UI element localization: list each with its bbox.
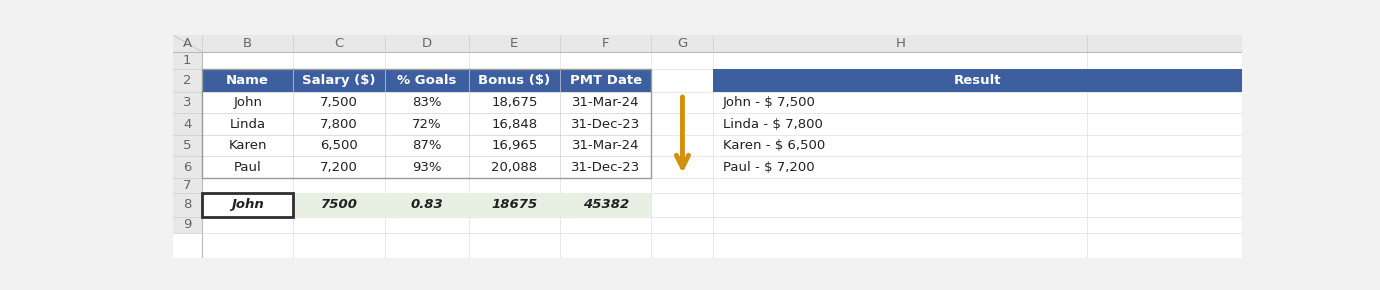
Text: Salary ($): Salary ($) [302,74,375,87]
Text: Linda - $ 7,800: Linda - $ 7,800 [723,118,822,130]
Text: G: G [678,37,687,50]
Text: H: H [896,37,905,50]
Bar [713,69,1242,92]
Text: 7,500: 7,500 [320,96,357,109]
Text: B: B [243,37,253,50]
Text: 2: 2 [184,74,192,87]
Bar [172,157,201,178]
Text: 8: 8 [184,198,192,211]
Text: PMT Date: PMT Date [570,74,642,87]
Bar [172,193,201,217]
Text: 18675: 18675 [491,198,537,211]
Text: 93%: 93% [413,161,442,174]
Text: Linda: Linda [229,118,266,130]
Text: Result: Result [954,74,1002,87]
Text: E: E [511,37,519,50]
Bar [201,113,651,135]
Text: John - $ 7,500: John - $ 7,500 [723,96,816,109]
Bar [201,69,651,178]
Bar [201,135,651,157]
Text: 6: 6 [184,161,192,174]
Text: 7500: 7500 [320,198,357,211]
Bar [172,178,201,193]
Text: 31-Mar-24: 31-Mar-24 [571,139,639,152]
Text: John: John [233,96,262,109]
Text: 7,200: 7,200 [320,161,357,174]
Text: 31-Dec-23: 31-Dec-23 [571,161,640,174]
Text: 31-Dec-23: 31-Dec-23 [571,118,640,130]
Text: 3: 3 [184,96,192,109]
Text: 16,965: 16,965 [491,139,537,152]
Bar [201,69,651,92]
Bar [201,157,651,178]
Text: 0.83: 0.83 [410,198,443,211]
Text: 7: 7 [184,179,192,192]
Bar [172,92,201,113]
Bar [172,52,201,69]
Text: John: John [232,198,264,211]
Bar [201,193,294,217]
Text: A: A [182,37,192,50]
Text: 1: 1 [184,54,192,67]
Text: 9: 9 [184,218,192,231]
Text: Karen: Karen [229,139,266,152]
Text: 16,848: 16,848 [491,118,537,130]
Text: 72%: 72% [411,118,442,130]
Text: 83%: 83% [413,96,442,109]
Bar [172,135,201,157]
Text: 18,675: 18,675 [491,96,537,109]
Text: 5: 5 [184,139,192,152]
Text: % Goals: % Goals [397,74,457,87]
Bar [172,217,201,233]
Bar [172,35,1242,52]
Text: Paul: Paul [233,161,262,174]
Text: F: F [602,37,610,50]
Bar [201,193,651,217]
Text: 7,800: 7,800 [320,118,357,130]
Text: D: D [422,37,432,50]
Text: 31-Mar-24: 31-Mar-24 [571,96,639,109]
Text: 87%: 87% [413,139,442,152]
Text: Name: Name [226,74,269,87]
Text: Paul - $ 7,200: Paul - $ 7,200 [723,161,814,174]
Text: C: C [334,37,344,50]
Bar [172,69,201,92]
Text: Karen - $ 6,500: Karen - $ 6,500 [723,139,825,152]
Text: 45382: 45382 [582,198,629,211]
Text: 6,500: 6,500 [320,139,357,152]
Text: 4: 4 [184,118,192,130]
Bar [172,113,201,135]
Bar [201,92,651,113]
Text: Bonus ($): Bonus ($) [479,74,551,87]
Text: 20,088: 20,088 [491,161,537,174]
